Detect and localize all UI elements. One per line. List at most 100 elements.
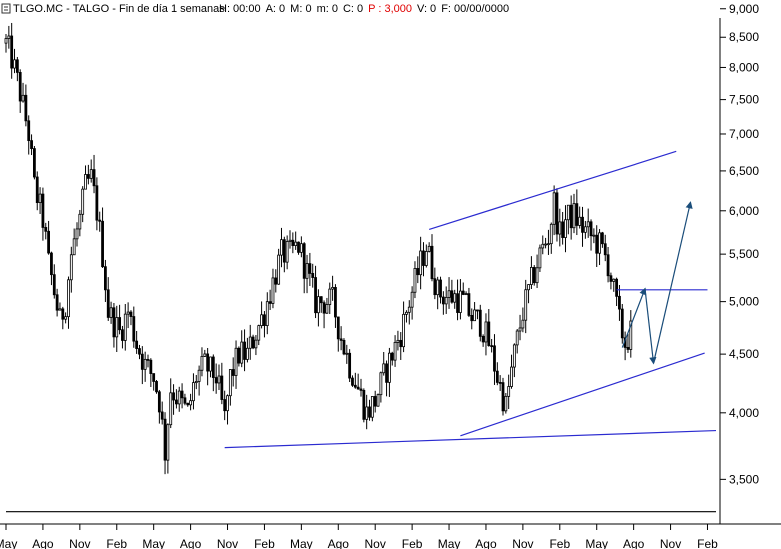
plot-area [0,18,720,524]
candle [21,82,25,103]
candle [206,348,210,386]
header-period: Fin de día 1 semanas [119,3,225,15]
candle [44,222,48,240]
candle [581,206,584,247]
candle [299,236,303,258]
candle [240,330,244,368]
candle [316,289,320,327]
candle [10,22,14,79]
y-tick-label: 6,500 [729,164,759,178]
candle [129,310,133,326]
x-tick-label: Feb [402,537,423,549]
upper-channel-line [428,150,677,230]
candle [456,279,459,321]
candle [515,329,519,354]
header-field-0: H: 00:00 [219,3,261,15]
candle [325,297,329,314]
candle [15,56,19,82]
candle [331,275,335,301]
header-icon [1,3,11,14]
candle [541,235,545,255]
header-field-4: C: 0 [343,3,363,15]
candle [626,333,630,353]
header-name: TALGO [73,3,110,15]
candle [257,324,261,346]
candle [209,356,212,378]
candle [89,159,93,183]
candle [478,304,482,342]
candle [339,326,343,351]
candle [186,402,190,407]
candle [217,364,221,390]
candle [50,251,53,286]
x-tick-label: Ago [180,537,202,549]
candle [461,282,465,296]
candle [245,337,249,363]
candle [33,146,36,180]
candle [274,269,278,293]
x-axis: May Ago Nov Feb May Ago Nov Feb May Ago Nov Feb May A… [0,524,718,549]
candle [512,343,516,378]
candle [75,222,79,247]
candle [430,234,434,282]
candle [101,207,104,268]
x-tick-label: May [0,537,17,549]
y-tick-label: 6,000 [729,204,759,218]
x-tick-label: Feb [697,537,718,549]
candle [92,154,96,194]
candle [566,204,570,235]
candle [575,189,579,236]
y-tick-label: 7,500 [729,93,759,107]
candle [231,357,235,387]
candle [356,373,360,390]
candle [353,372,357,389]
candle [67,276,70,329]
candle [569,195,573,240]
candle [518,314,522,341]
candle [547,229,550,255]
lower-channel-line [460,352,705,437]
header-title: TLGO.MC - TALGO - Fin de día 1 semanas [13,3,225,15]
candle [595,225,599,268]
y-tick-label: 4,000 [729,406,759,420]
candle [308,252,312,287]
candle [280,227,283,268]
candle [422,242,425,277]
candle [402,301,406,353]
x-tick-label: Ago [328,537,350,549]
candle [146,354,150,368]
candle [376,393,380,407]
candle [368,399,371,421]
candle [84,165,87,190]
candle [532,265,536,286]
x-tick-label: Feb [254,537,275,549]
candle [47,220,50,255]
candle [24,84,28,127]
x-tick-label: Nov [69,537,90,549]
candle [260,301,264,329]
y-tick-label: 9,000 [729,2,759,16]
candle [436,276,440,310]
candle [7,25,11,49]
candle [234,340,238,389]
candle [470,308,474,330]
x-tick-label: May [142,537,165,549]
candle-series [4,22,633,475]
candle [535,254,539,288]
candle [336,316,340,352]
candle [530,256,533,290]
candle [177,386,181,412]
candle [197,365,201,396]
candle [189,393,193,411]
candle [143,351,147,382]
candle [163,412,167,475]
candle [61,306,65,330]
candle [578,206,582,229]
candle [549,222,553,254]
candle [407,300,411,325]
candle [527,284,530,304]
candle [410,286,414,320]
candle [379,371,383,403]
candle [223,390,227,421]
